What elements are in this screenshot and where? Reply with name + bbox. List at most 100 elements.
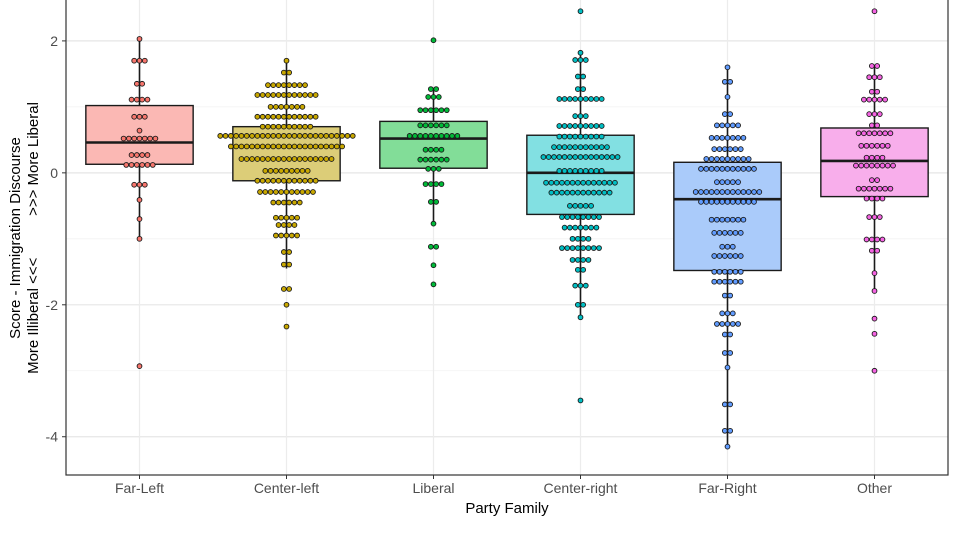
data-point <box>430 262 437 269</box>
data-point <box>304 189 311 195</box>
data-point <box>577 96 584 102</box>
data-point <box>740 166 747 172</box>
data-point <box>593 144 600 150</box>
data-point <box>727 427 734 434</box>
data-point <box>281 199 287 206</box>
data-point <box>281 249 287 255</box>
data-point <box>593 123 600 129</box>
data-point <box>582 96 589 102</box>
data-point <box>307 123 314 130</box>
data-point <box>312 133 319 139</box>
data-point <box>286 156 293 162</box>
data-point <box>288 168 295 174</box>
data-point <box>254 177 261 184</box>
data-point <box>735 199 741 205</box>
data-point <box>259 143 266 150</box>
data-point <box>740 216 747 223</box>
data-point <box>577 49 584 56</box>
data-point <box>585 245 592 251</box>
data-point <box>126 135 132 142</box>
data-point <box>866 214 873 220</box>
data-point <box>745 199 752 205</box>
data-point <box>708 199 715 205</box>
data-point <box>724 189 731 195</box>
data-point <box>572 57 579 63</box>
data-point <box>294 214 300 221</box>
data-point <box>553 189 560 196</box>
data-point <box>879 154 886 161</box>
data-point <box>874 162 881 169</box>
data-point <box>275 143 282 150</box>
data-point <box>136 235 143 242</box>
data-point <box>294 232 300 239</box>
data-point <box>598 168 605 174</box>
data-point <box>585 235 592 242</box>
data-point <box>564 245 571 251</box>
data-point <box>275 133 282 139</box>
data-point <box>577 202 584 209</box>
data-point <box>430 166 437 172</box>
data-point <box>871 74 878 81</box>
data-point <box>556 168 563 174</box>
data-point <box>724 122 731 129</box>
data-point <box>727 278 734 285</box>
data-point <box>443 156 450 163</box>
data-point <box>874 236 881 243</box>
data-point <box>422 122 429 129</box>
data-point <box>588 96 594 102</box>
data-point <box>719 166 726 172</box>
data-point <box>887 185 894 192</box>
data-point <box>281 92 287 98</box>
data-point <box>249 133 255 139</box>
data-point <box>318 143 324 150</box>
data-point <box>596 179 602 186</box>
data-point <box>318 133 324 139</box>
data-point <box>443 133 450 139</box>
data-point <box>275 156 282 162</box>
data-point <box>572 168 579 174</box>
data-point <box>275 92 282 98</box>
data-point <box>417 122 424 129</box>
data-point <box>275 199 282 206</box>
data-point <box>540 154 547 160</box>
data-point <box>879 236 886 243</box>
data-point <box>582 123 589 129</box>
data-point <box>553 179 560 186</box>
data-point <box>724 64 731 71</box>
data-point <box>596 189 602 196</box>
data-point <box>604 154 610 160</box>
data-point <box>556 154 563 160</box>
data-point <box>559 179 565 186</box>
grid <box>66 0 948 475</box>
data-point <box>243 133 250 139</box>
data-point <box>604 144 610 150</box>
data-point <box>291 133 298 139</box>
data-point <box>273 168 279 174</box>
data-point <box>598 133 605 140</box>
data-point <box>265 133 271 139</box>
data-point <box>729 122 736 129</box>
data-point <box>222 133 229 139</box>
data-point <box>727 253 734 259</box>
data-point <box>574 86 581 92</box>
data-point <box>136 197 143 203</box>
x-axis-title: Party Family <box>465 500 549 517</box>
data-point <box>577 397 584 404</box>
data-point <box>596 214 602 220</box>
data-point <box>868 63 875 69</box>
data-point <box>735 122 741 129</box>
data-point <box>868 88 875 95</box>
data-point <box>866 74 873 81</box>
data-point <box>735 189 741 195</box>
data-point <box>136 363 143 369</box>
data-point <box>433 156 440 163</box>
data-point <box>281 113 287 120</box>
data-point <box>882 130 888 137</box>
data-point <box>740 135 747 141</box>
data-point <box>737 230 744 236</box>
data-point <box>307 177 314 184</box>
data-point <box>334 143 340 150</box>
data-point <box>233 143 240 150</box>
data-point <box>590 189 597 196</box>
data-point <box>217 133 224 139</box>
